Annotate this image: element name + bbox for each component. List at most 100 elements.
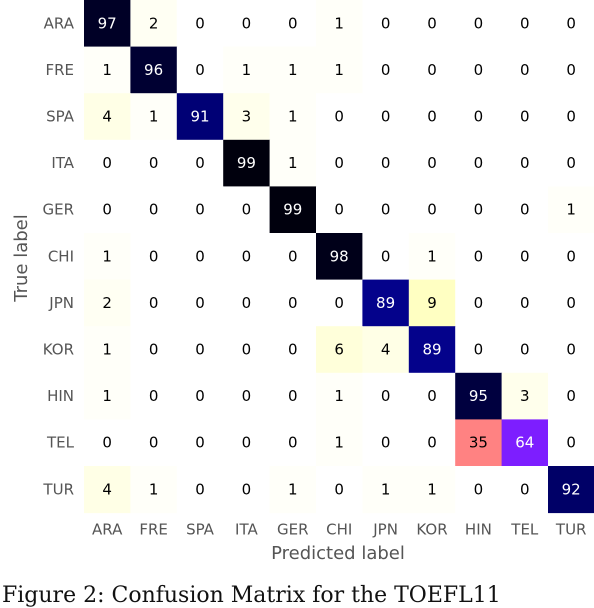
cell-value-label: 0 <box>334 154 344 172</box>
heatmap-cell <box>130 0 178 48</box>
cell-value-label: 0 <box>520 61 530 79</box>
heatmap-cell <box>501 279 549 327</box>
heatmap-cell <box>84 186 131 234</box>
cell-value-label: 0 <box>242 247 252 265</box>
cell-value-label: 99 <box>283 201 302 219</box>
cell-value-label: 0 <box>195 14 205 32</box>
cell-value-label: 0 <box>566 341 576 359</box>
heatmap-cell <box>548 46 594 94</box>
cell-value-label: 0 <box>427 14 437 32</box>
cell-value-label: 64 <box>515 434 534 452</box>
cell-value-label: 0 <box>334 480 344 498</box>
heatmap-cell <box>223 139 271 187</box>
heatmap-cell <box>84 419 131 467</box>
cell-value-label: 0 <box>520 108 530 126</box>
heatmap-cell <box>176 372 224 420</box>
cell-value-label: 0 <box>149 387 159 405</box>
cell-value-label: 3 <box>242 108 252 126</box>
heatmap-cell <box>408 466 456 514</box>
heatmap-cell <box>316 466 363 514</box>
cell-value-label: 0 <box>474 480 484 498</box>
heatmap-cell <box>269 139 317 187</box>
cell-value-label: 89 <box>376 294 395 312</box>
cell-value-label: 0 <box>381 61 391 79</box>
heatmap-cell <box>223 466 271 514</box>
heatmap-cell <box>223 233 271 281</box>
heatmap-cell <box>84 46 131 94</box>
heatmap-cell <box>316 372 363 420</box>
y-tick-label: SPA <box>46 108 75 126</box>
heatmap-cell <box>501 46 549 94</box>
cell-value-label: 0 <box>334 201 344 219</box>
heatmap-cell <box>176 279 224 327</box>
cell-value-label: 1 <box>288 108 298 126</box>
cell-value-label: 35 <box>469 434 488 452</box>
x-tick-labels: ARA FRE SPA ITA GER CHI JPN KOR HIN TEL TUR <box>92 521 586 539</box>
figure-caption: Figure 2: Confusion Matrix for the TOEFL… <box>2 583 501 608</box>
cell-value-label: 0 <box>149 294 159 312</box>
x-tick-label: GER <box>277 521 309 539</box>
cell-value-label: 6 <box>334 341 344 359</box>
cell-value-label: 0 <box>242 387 252 405</box>
heatmap-cell <box>176 46 224 94</box>
cell-value-label: 0 <box>520 480 530 498</box>
heatmap-cell <box>130 46 178 94</box>
y-tick-label: HIN <box>47 387 74 405</box>
x-tick-label: KOR <box>416 521 447 539</box>
cell-value-label: 0 <box>520 14 530 32</box>
cell-value-label: 0 <box>427 61 437 79</box>
cell-value-label: 97 <box>98 14 117 32</box>
cell-value-label: 3 <box>520 387 530 405</box>
heatmap-cell <box>130 233 178 281</box>
cell-value-label: 1 <box>288 61 298 79</box>
heatmap-cell <box>176 186 224 234</box>
heatmap-cell <box>455 0 503 48</box>
y-tick-labels: ARA FRE SPA ITA GER CHI JPN KOR HIN TEL TUR <box>42 14 74 498</box>
heatmap-cell <box>316 419 363 467</box>
x-tick-label: TUR <box>555 521 587 539</box>
cell-value-label: 0 <box>102 154 112 172</box>
cell-value-label: 96 <box>144 61 163 79</box>
cell-value-label: 0 <box>427 201 437 219</box>
cell-value-label: 0 <box>288 434 298 452</box>
heatmap-cell <box>362 0 410 48</box>
cell-value-label: 4 <box>381 341 391 359</box>
cell-value-label: 0 <box>288 341 298 359</box>
heatmap-cell <box>223 186 271 234</box>
heatmap-cell <box>455 372 503 420</box>
cell-value-label: 89 <box>422 341 441 359</box>
heatmap-cell <box>501 466 549 514</box>
cell-value-label: 0 <box>195 341 205 359</box>
heatmap-cell <box>455 466 503 514</box>
cell-value-label: 0 <box>288 294 298 312</box>
cell-value-label: 0 <box>474 201 484 219</box>
cell-value-label: 0 <box>242 201 252 219</box>
heatmap-cell <box>501 233 549 281</box>
heatmap-cell <box>548 372 594 420</box>
cell-value-label: 0 <box>381 387 391 405</box>
cell-value-label: 0 <box>102 434 112 452</box>
x-tick-label: HIN <box>465 521 492 539</box>
heatmap-cell <box>455 93 503 141</box>
cell-value-label: 0 <box>520 154 530 172</box>
heatmap-cell <box>548 326 594 374</box>
cell-value-label: 0 <box>474 154 484 172</box>
cell-value-label: 1 <box>427 480 437 498</box>
heatmap-cell <box>362 93 410 141</box>
heatmap-cell <box>223 93 271 141</box>
heatmap-cell <box>501 93 549 141</box>
heatmap-cell <box>501 139 549 187</box>
heatmap-cell <box>362 233 410 281</box>
heatmap-cell <box>455 46 503 94</box>
heatmap-cell <box>408 279 456 327</box>
cell-value-label: 1 <box>102 61 112 79</box>
heatmap-cell <box>548 0 594 48</box>
heatmap-cell <box>408 0 456 48</box>
heatmap-cell <box>408 233 456 281</box>
cell-value-label: 0 <box>381 154 391 172</box>
heatmap-cell <box>362 372 410 420</box>
cell-value-label: 0 <box>474 108 484 126</box>
heatmap-cell <box>408 186 456 234</box>
heatmap-cell <box>316 186 363 234</box>
cell-value-label: 0 <box>427 154 437 172</box>
